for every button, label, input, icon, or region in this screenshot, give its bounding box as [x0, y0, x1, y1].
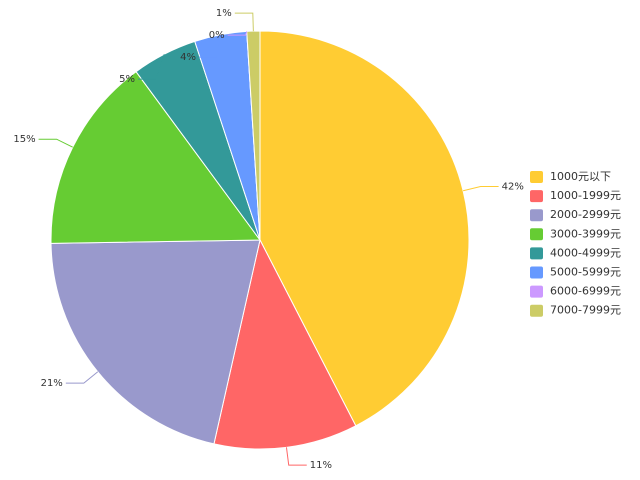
pie-slice [50, 70, 261, 244]
leader-line [234, 12, 254, 32]
legend-label: 5000-5999元 [550, 266, 621, 279]
legend-label: 3000-3999元 [550, 227, 621, 240]
legend-swatch [530, 304, 543, 317]
leader-line [227, 31, 248, 36]
data-label: 5% [119, 74, 135, 85]
legend-swatch [530, 266, 543, 279]
data-label: 15% [13, 134, 35, 145]
leader-line [285, 447, 307, 466]
legend-swatch [530, 247, 543, 260]
data-label: 11% [310, 460, 332, 471]
data-label: 4% [180, 52, 196, 63]
leader-line [199, 34, 221, 58]
pie-slice [213, 238, 357, 450]
legend-label: 1000-1999元 [550, 189, 621, 202]
legend-swatch [530, 171, 543, 183]
data-label: 21% [41, 378, 63, 389]
legend-label: 2000-2999元 [550, 208, 621, 221]
leader-line [462, 185, 499, 192]
data-label: 0% [209, 30, 225, 41]
data-label: 1% [216, 8, 232, 19]
legend-swatch [530, 209, 543, 222]
legend-label: 6000-6999元 [550, 285, 621, 298]
legend-label: 7000-7999元 [550, 304, 621, 317]
pie-slice [259, 30, 470, 427]
leader-line [38, 138, 73, 148]
leader-line [137, 54, 165, 80]
legend-swatch [530, 190, 543, 203]
legend-swatch [530, 285, 543, 298]
legend-label: 4000-4999元 [550, 246, 621, 259]
legend-swatch [530, 228, 543, 241]
legend-label: 1000元以下 [550, 170, 611, 183]
data-label: 42% [502, 181, 524, 192]
leader-line [65, 371, 99, 384]
